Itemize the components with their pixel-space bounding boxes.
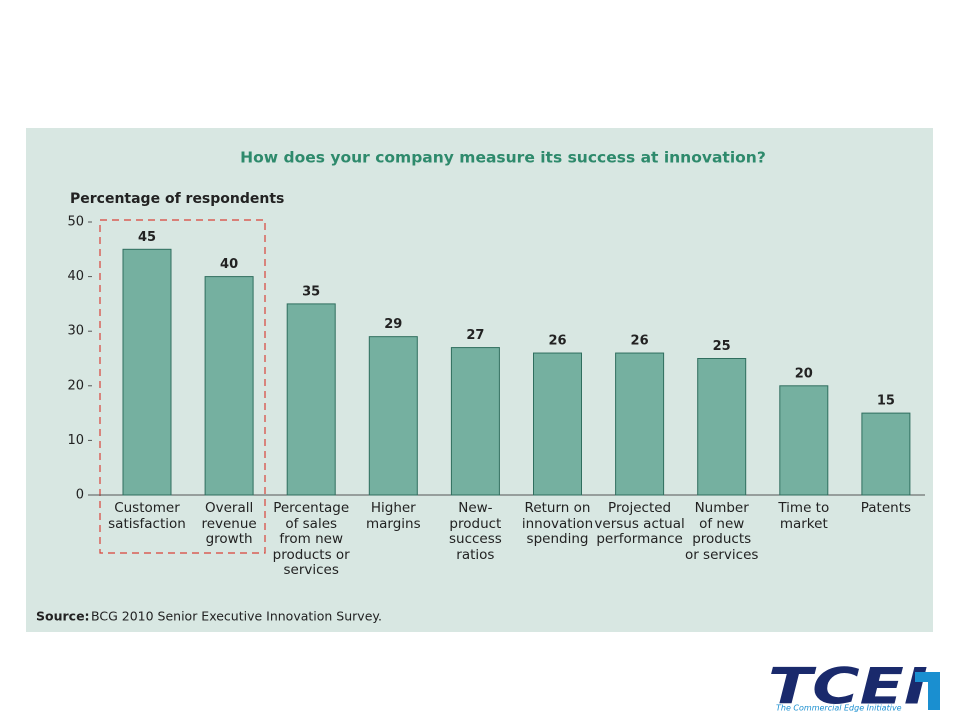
y-tick-label: 40 [67, 269, 84, 284]
bar [697, 358, 747, 496]
x-tick-label: Number of new products or services [684, 500, 759, 563]
data-label: 27 [466, 328, 484, 343]
data-label: 26 [631, 334, 649, 349]
bar [861, 412, 911, 496]
bar [204, 276, 254, 496]
data-label: 20 [795, 366, 813, 381]
y-tick-label: 30 [67, 324, 84, 339]
x-tick-label: Patents [860, 500, 912, 516]
data-label: 29 [384, 317, 402, 332]
logo-tagline: The Commercial Edge Initiative [776, 704, 902, 713]
bar [615, 352, 665, 496]
source-text: BCG 2010 Senior Executive Innovation Sur… [91, 609, 382, 624]
data-label: 25 [713, 339, 731, 354]
data-label: 15 [877, 394, 895, 409]
chart-title: How does your company measure its succes… [240, 149, 766, 167]
x-tick-label: Customer satisfaction [108, 500, 186, 532]
x-tick-label: Time to market [778, 500, 830, 532]
data-label: 26 [548, 334, 566, 349]
logo-mark [915, 672, 940, 682]
highlight-box [99, 219, 266, 554]
y-tick-label: 50 [67, 215, 84, 230]
x-tick-label: Projected versus actual performance [594, 500, 685, 547]
x-tick-label: Return on innovation spending [521, 500, 594, 547]
x-tick-label: Percentage of sales from new products or… [272, 500, 350, 578]
logo: TCEI The Commercial Edge Initiative [768, 658, 940, 716]
x-tick-label: Overall revenue growth [201, 500, 257, 547]
y-axis-title: Percentage of respondents [70, 191, 284, 207]
x-tick-label: Higher margins [365, 500, 421, 532]
bar [368, 336, 418, 496]
bar [533, 352, 582, 496]
x-tick-label: New- product success ratios [448, 500, 502, 563]
data-label: 35 [302, 284, 320, 299]
bar [122, 248, 172, 496]
logo-text: TCEI [768, 658, 928, 716]
y-tick-label: 10 [67, 433, 84, 448]
y-tick-label: 20 [67, 378, 84, 393]
data-label: 40 [220, 257, 238, 272]
bar [450, 347, 500, 496]
y-tick-label: 0 [76, 488, 84, 503]
bar [779, 385, 829, 496]
bar [286, 303, 336, 496]
data-label: 45 [138, 230, 156, 245]
source-label: Source: [36, 609, 90, 624]
